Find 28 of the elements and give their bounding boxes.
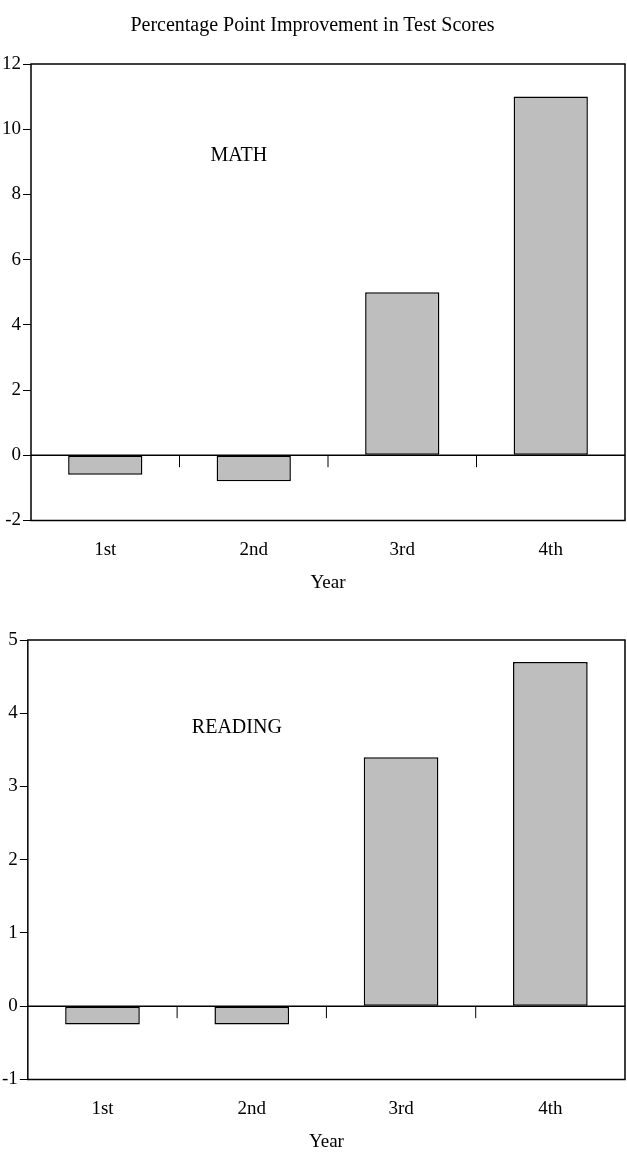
x-tick-label: 4th [538, 537, 564, 559]
y-tick-label: 6 [11, 247, 21, 269]
annotation: MATH [210, 142, 268, 165]
annotation: READING [191, 715, 282, 738]
y-tick-label: -2 [5, 508, 21, 530]
x-axis-title: Year [310, 570, 347, 592]
x-tick-label: 1st [91, 1096, 115, 1118]
y-tick-label: 0 [8, 994, 18, 1016]
x-tick-label: 3rd [388, 1096, 415, 1118]
y-tick-label: 1 [8, 920, 18, 942]
y-tick-label: 2 [8, 847, 18, 869]
y-tick-label: -1 [2, 1067, 18, 1089]
x-tick-label: 3rd [389, 537, 416, 559]
x-axis-title: Year [308, 1129, 345, 1151]
x-tick-label: 4th [538, 1096, 563, 1118]
chart-title: Percentage Point Improvement in Test Scores [130, 13, 495, 37]
y-tick-label: 8 [11, 182, 21, 204]
y-tick-label: 4 [8, 701, 19, 723]
y-tick-label: 4 [11, 312, 22, 334]
x-tick-label: 1st [94, 537, 118, 559]
y-tick-label: 12 [2, 51, 21, 73]
y-tick-label: 10 [2, 117, 21, 139]
y-tick-label: 3 [8, 774, 18, 796]
x-tick-label: 2nd [239, 537, 269, 559]
y-tick-label: 0 [11, 443, 21, 465]
y-tick-label: 2 [11, 377, 21, 399]
y-tick-label: 5 [8, 627, 18, 649]
x-tick-label: 2nd [237, 1096, 267, 1118]
